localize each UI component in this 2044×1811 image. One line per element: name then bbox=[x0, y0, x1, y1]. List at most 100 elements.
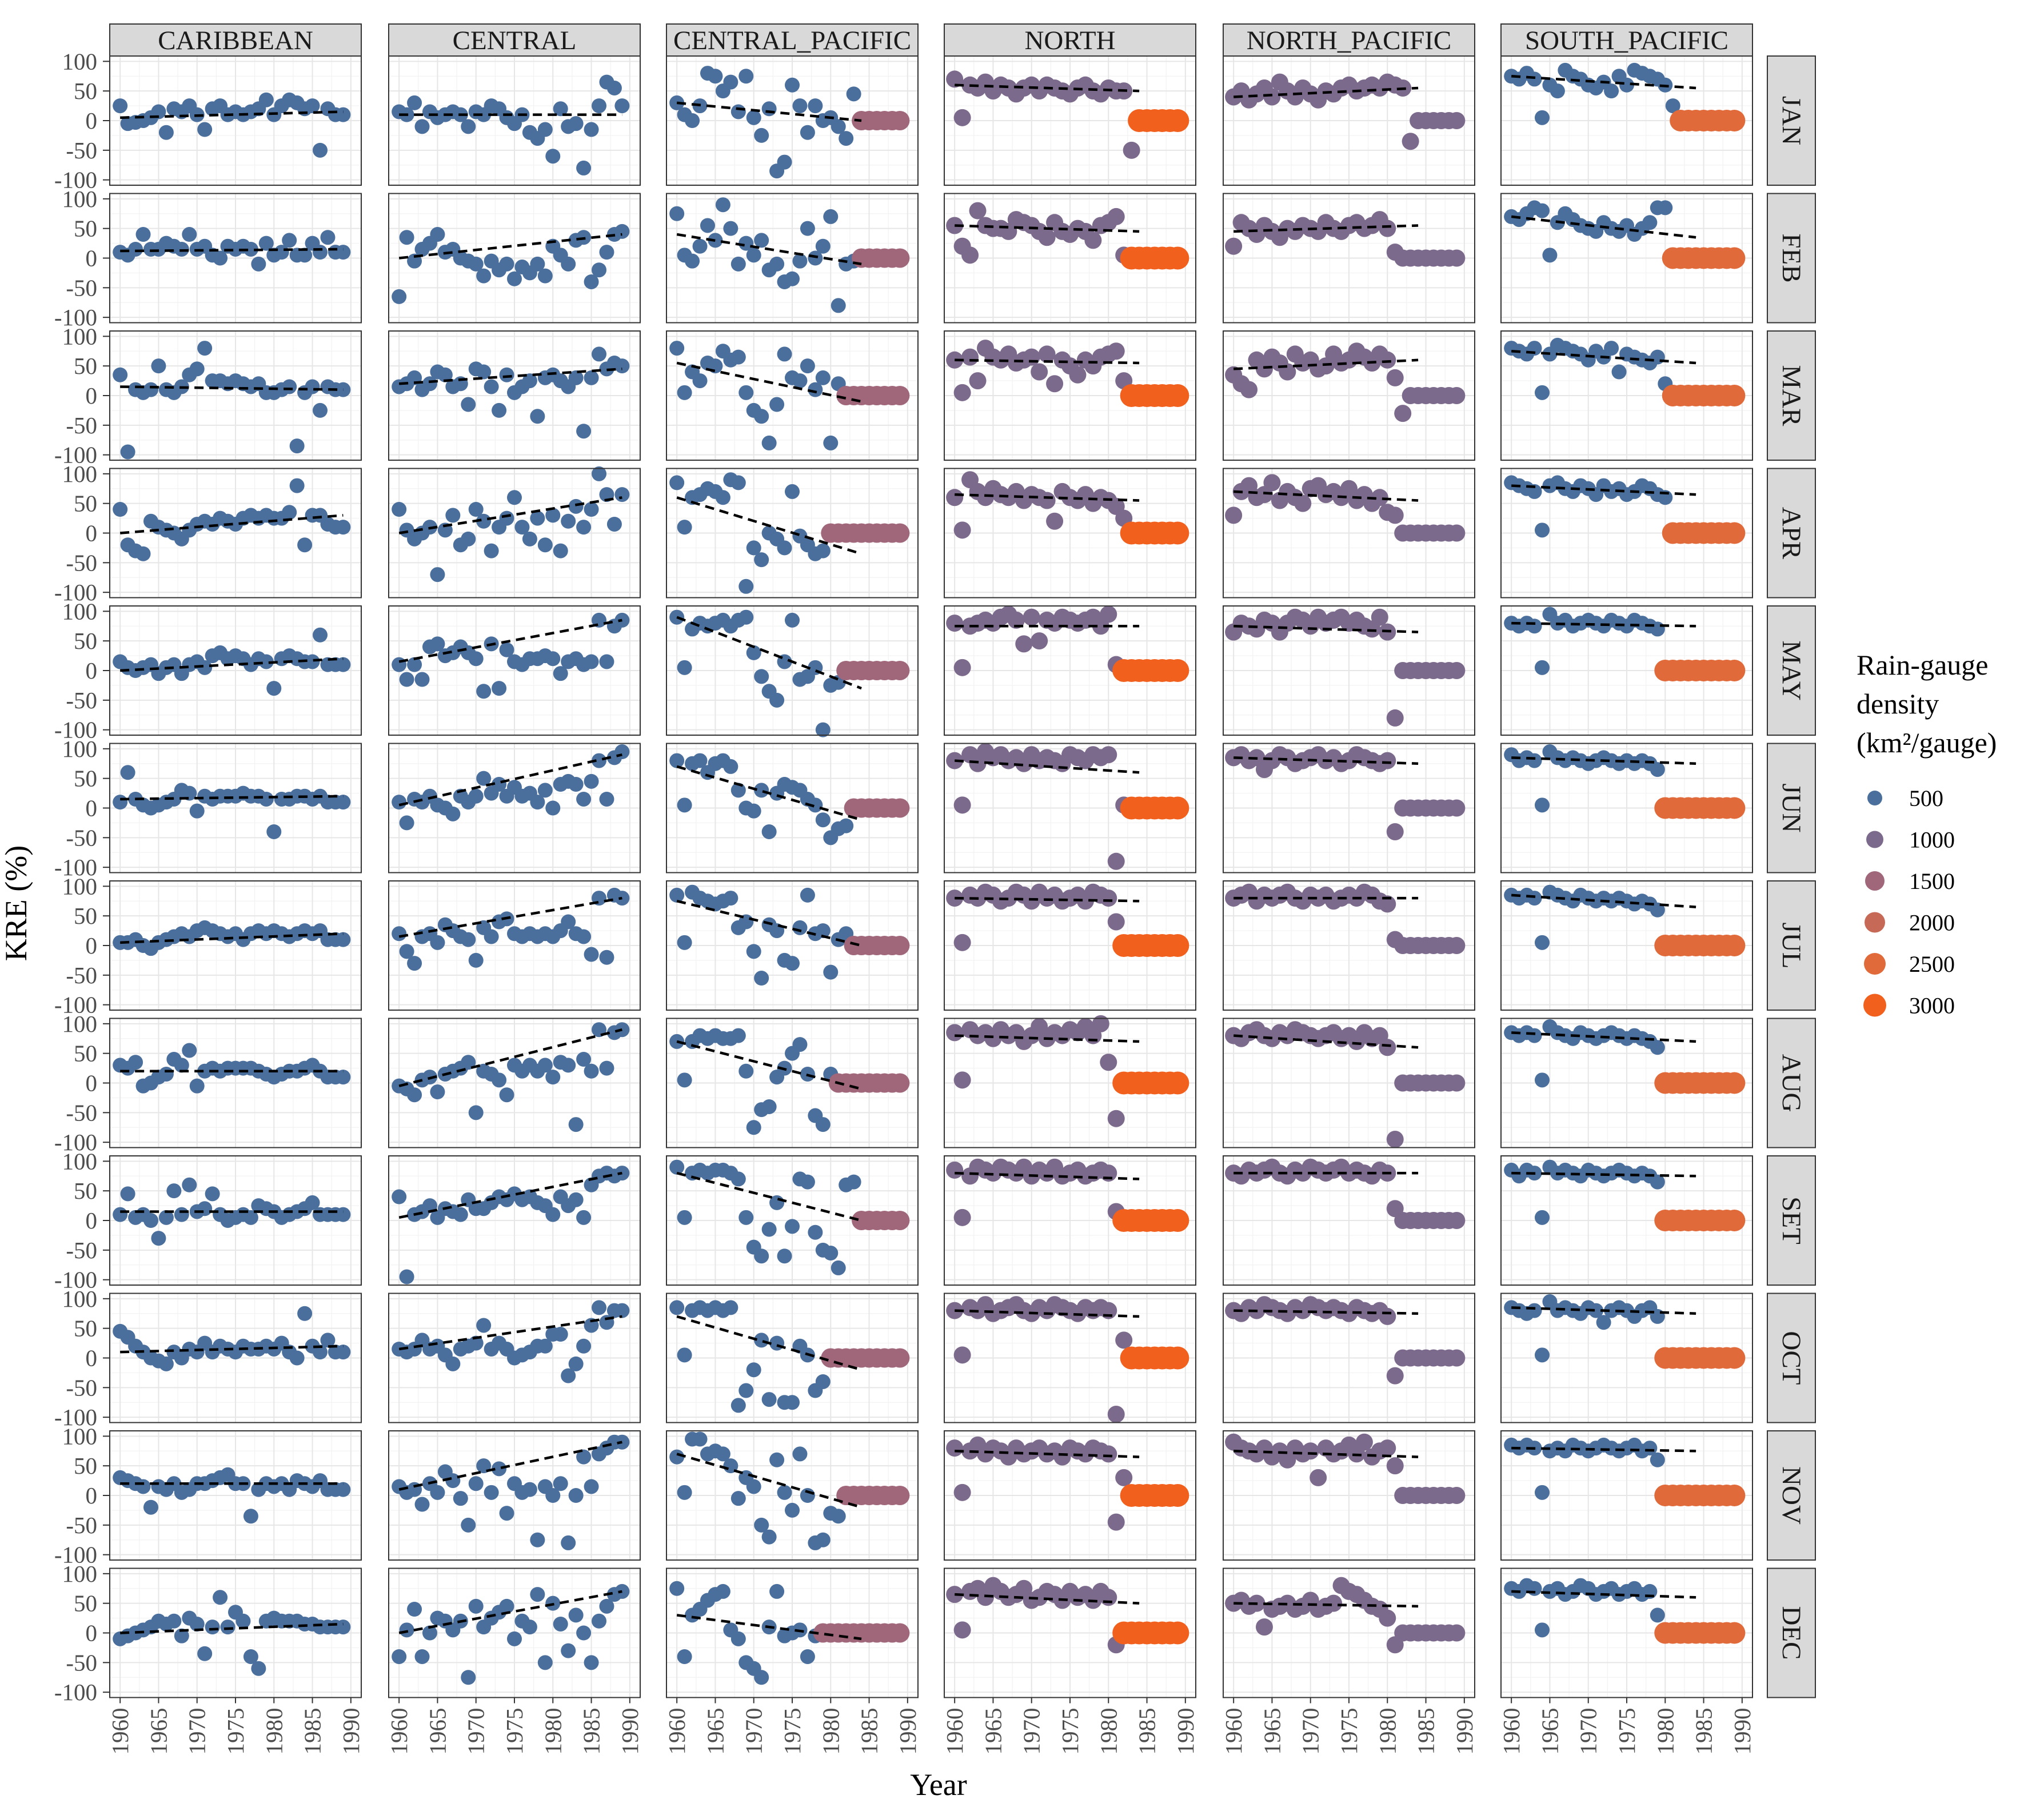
panel-border bbox=[666, 1018, 919, 1148]
data-point bbox=[174, 241, 189, 257]
panel-border bbox=[388, 1018, 641, 1148]
data-point bbox=[576, 1449, 592, 1465]
data-point bbox=[592, 262, 607, 278]
strip-nov bbox=[1767, 1430, 1816, 1561]
panel-border bbox=[666, 193, 919, 324]
trend-line bbox=[1511, 756, 1696, 765]
data-point bbox=[946, 489, 964, 506]
y-tick-label: -100 bbox=[54, 1129, 97, 1155]
strip-label: NOV bbox=[1776, 1466, 1806, 1525]
data-point bbox=[839, 131, 854, 146]
data-point bbox=[407, 657, 422, 672]
trend-line bbox=[1233, 224, 1419, 233]
data-point bbox=[1107, 1513, 1125, 1531]
data-point bbox=[730, 1028, 746, 1043]
strip-label: CENTRAL bbox=[453, 26, 577, 55]
data-point bbox=[461, 1517, 476, 1533]
panel-border bbox=[388, 743, 641, 873]
data-point bbox=[1534, 1072, 1550, 1088]
data-point bbox=[777, 154, 792, 170]
y-tick-label: -50 bbox=[66, 687, 97, 713]
data-point bbox=[507, 490, 522, 505]
y-tick-label: 50 bbox=[74, 1590, 97, 1617]
data-point bbox=[953, 1346, 971, 1364]
data-point bbox=[522, 1482, 537, 1497]
panel-caribbean-mar bbox=[109, 330, 362, 461]
data-point bbox=[336, 1345, 351, 1360]
data-point bbox=[484, 929, 499, 944]
data-point bbox=[1166, 246, 1189, 270]
data-point bbox=[890, 111, 910, 130]
data-point bbox=[135, 227, 151, 242]
data-point bbox=[453, 1207, 468, 1222]
data-point bbox=[561, 1643, 576, 1658]
legend-title: Rain-gauge bbox=[1857, 649, 1988, 681]
data-point bbox=[1038, 492, 1056, 509]
data-point bbox=[1379, 752, 1396, 769]
data-point bbox=[545, 651, 561, 667]
panel-border bbox=[944, 1293, 1196, 1423]
data-point bbox=[576, 1210, 592, 1225]
data-point bbox=[599, 950, 614, 965]
data-point bbox=[468, 952, 484, 968]
panel-caribbean-feb bbox=[109, 193, 362, 324]
data-point bbox=[1325, 1594, 1343, 1612]
data-point bbox=[953, 109, 971, 126]
data-point bbox=[700, 218, 715, 233]
data-point bbox=[468, 256, 484, 272]
data-point bbox=[730, 1398, 746, 1413]
panel-border bbox=[388, 1430, 641, 1561]
data-point bbox=[313, 245, 328, 260]
panel-central-pacific-mar bbox=[666, 330, 919, 461]
data-point bbox=[1650, 621, 1665, 637]
data-point bbox=[392, 289, 407, 304]
data-point bbox=[953, 1208, 971, 1226]
data-point bbox=[297, 248, 313, 263]
y-tick-label: -50 bbox=[66, 412, 97, 438]
y-tick-label: 100 bbox=[62, 1561, 98, 1587]
data-point bbox=[584, 1479, 599, 1494]
data-point bbox=[754, 971, 769, 986]
trend-line bbox=[1233, 1449, 1419, 1458]
data-point bbox=[468, 788, 484, 804]
data-point bbox=[1166, 109, 1189, 132]
panel-border bbox=[1500, 55, 1753, 186]
data-point bbox=[846, 86, 861, 102]
data-point bbox=[399, 672, 414, 687]
data-point bbox=[815, 543, 831, 559]
panel-border bbox=[944, 743, 1196, 873]
data-point bbox=[1527, 1303, 1542, 1318]
trend-line bbox=[398, 1590, 622, 1634]
y-tick-label: -50 bbox=[66, 824, 97, 851]
panel-north-jun bbox=[944, 743, 1196, 873]
data-point bbox=[305, 379, 320, 394]
data-point bbox=[785, 956, 800, 971]
y-tick-label: -100 bbox=[54, 1542, 97, 1568]
panel-border bbox=[666, 880, 919, 1011]
y-tick-label: -100 bbox=[54, 304, 97, 330]
panel-border bbox=[1223, 880, 1475, 1011]
y-tick-label: -100 bbox=[54, 442, 97, 468]
data-point bbox=[553, 101, 568, 117]
data-point bbox=[522, 1619, 537, 1635]
data-point bbox=[476, 1318, 492, 1333]
data-point bbox=[677, 385, 692, 400]
trend-line bbox=[1233, 1034, 1419, 1049]
data-point bbox=[800, 125, 815, 140]
data-point bbox=[289, 1350, 305, 1366]
data-point bbox=[545, 149, 561, 164]
data-point bbox=[1611, 364, 1627, 380]
data-point bbox=[769, 1452, 785, 1467]
data-point bbox=[746, 1479, 761, 1494]
legend: Rain-gauge density (km²/gauge) 500 1000 1500 2… bbox=[1857, 649, 1997, 1019]
panel-border bbox=[1500, 1018, 1753, 1148]
data-point bbox=[890, 523, 910, 543]
data-point bbox=[120, 765, 135, 780]
x-tick-label: 1965 bbox=[145, 1708, 171, 1755]
x-tick-label: 1985 bbox=[300, 1708, 326, 1755]
data-point bbox=[476, 771, 492, 786]
data-point bbox=[445, 806, 461, 821]
data-point bbox=[530, 1587, 545, 1602]
data-point bbox=[522, 531, 537, 547]
data-point bbox=[1386, 709, 1404, 727]
